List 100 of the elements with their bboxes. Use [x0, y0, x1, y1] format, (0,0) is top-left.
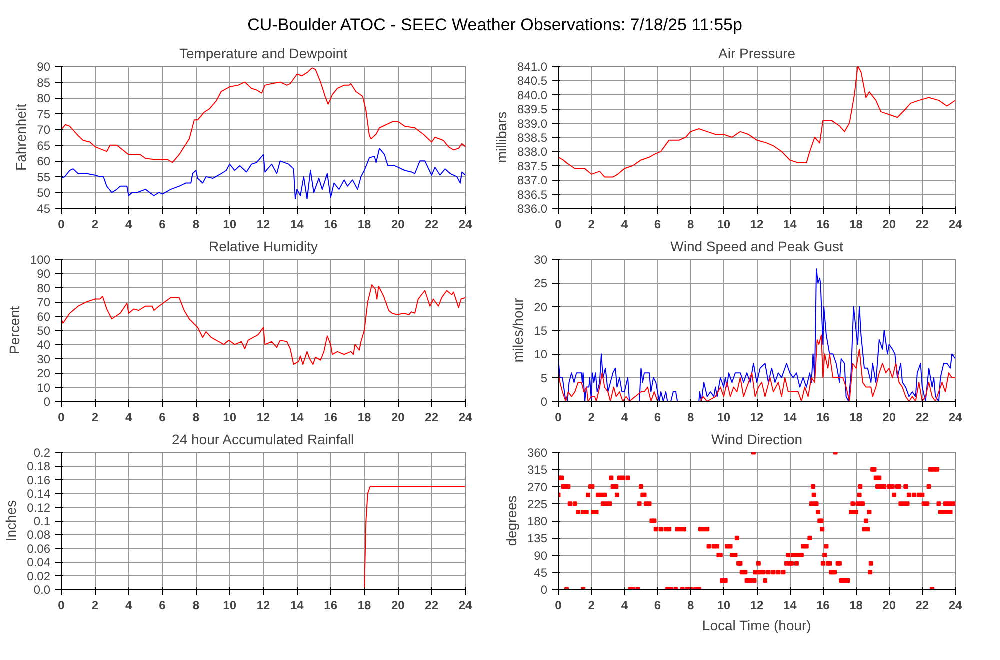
y-axis-title: Inches	[3, 500, 20, 542]
y-tick-label: 90	[37, 60, 51, 74]
x-tick-label: 18	[850, 410, 864, 424]
y-tick-label: 837.5	[517, 159, 548, 174]
x-tick-label: 6	[159, 410, 166, 424]
x-tick-label: 24	[458, 218, 472, 232]
x-tick-label: 2	[92, 218, 99, 232]
x-tick-label: 16	[324, 410, 338, 424]
y-tick-label: 90	[534, 548, 548, 563]
y-tick-label: 30	[534, 253, 548, 267]
x-tick-label: 20	[391, 410, 406, 424]
chart-title: Wind Direction	[711, 432, 803, 448]
x-tick-label: 18	[358, 598, 372, 612]
x-tick-label: 0	[555, 410, 562, 424]
y-tick-label: 0.14	[27, 487, 51, 502]
y-tick-label: 837.0	[517, 174, 548, 188]
y-tick-label: 315	[527, 463, 548, 478]
x-tick-label: 14	[290, 410, 304, 424]
x-tick-label: 10	[223, 218, 237, 232]
x-tick-label: 8	[687, 218, 694, 232]
y-tick-label: 0.02	[27, 569, 51, 584]
x-tick-label: 10	[223, 410, 237, 424]
x-tick-label: 2	[588, 218, 596, 232]
x-tick-label: 10	[223, 598, 237, 612]
y-tick-label: 80	[37, 92, 51, 106]
y-tick-label: 0	[540, 583, 548, 597]
y-tick-label: 90	[37, 267, 51, 282]
x-axis-title: Local Time (hour)	[702, 618, 812, 634]
x-tick-label: 22	[425, 218, 439, 232]
y-tick-label: 80	[37, 281, 51, 296]
chart-title: Temperature and Dewpoint	[179, 46, 348, 62]
x-tick-label: 8	[192, 598, 200, 612]
y-tick-label: 836.5	[517, 188, 548, 202]
y-tick-label: 45	[534, 566, 548, 580]
y-tick-label: 836.0	[517, 202, 548, 216]
x-tick-label: 6	[159, 218, 166, 232]
x-tick-label: 2	[588, 410, 596, 424]
y-tick-label: 360	[527, 446, 548, 460]
y-tick-label: 225	[527, 497, 548, 512]
y-tick-label: 40	[37, 338, 51, 352]
y-tick-label: 65	[37, 138, 51, 153]
x-tick-label: 22	[425, 598, 439, 612]
chart-title: Wind Speed and Peak Gust	[670, 238, 844, 254]
y-tick-label: 45	[37, 202, 51, 216]
y-tick-label: 0.2	[34, 446, 51, 460]
y-axis-title: degrees	[503, 496, 520, 546]
x-tick-label: 22	[916, 410, 930, 424]
y-tick-label: 10	[534, 348, 548, 362]
y-tick-label: 75	[37, 107, 51, 122]
y-tick-label: 20	[534, 300, 548, 314]
x-tick-label: 8	[192, 218, 200, 232]
x-tick-label: 0	[58, 598, 66, 612]
x-tick-label: 20	[882, 218, 896, 232]
x-tick-label: 2	[92, 410, 99, 424]
x-tick-label: 8	[687, 410, 694, 424]
text: CU-Boulder ATOC - SEEC Weather Observations: 7/18/25 11:55p	[248, 16, 742, 35]
y-tick-label: 100	[30, 253, 51, 267]
x-tick-label: 0	[58, 218, 66, 232]
y-tick-label: 70	[37, 296, 51, 310]
y-tick-label: 839.0	[517, 116, 548, 131]
x-tick-label: 22	[916, 218, 930, 232]
chart-title: Relative Humidity	[209, 238, 318, 254]
x-tick-label: 24	[458, 598, 472, 612]
chart-title: 24 hour Accumulated Rainfall	[172, 432, 354, 448]
x-tick-label: 18	[358, 410, 372, 424]
y-axis-title: millibars	[493, 112, 510, 164]
y-tick-label: 0.04	[27, 556, 51, 570]
y-tick-label: 15	[534, 324, 548, 338]
y-axis-title: miles/hour	[510, 298, 526, 363]
x-tick-label: 16	[324, 218, 338, 232]
x-tick-label: 12	[256, 218, 270, 232]
x-tick-label: 12	[256, 598, 270, 612]
x-tick-label: 24	[948, 218, 962, 232]
y-tick-label: 840.5	[517, 74, 548, 88]
y-tick-label: 838.5	[517, 131, 548, 145]
x-tick-label: 18	[850, 218, 864, 232]
x-tick-label: 6	[654, 598, 662, 612]
x-tick-label: 10	[717, 410, 731, 424]
x-tick-label: 4	[125, 410, 132, 424]
x-tick-label: 12	[750, 218, 764, 232]
x-tick-label: 2	[92, 598, 99, 612]
x-tick-label: 2	[588, 598, 596, 612]
y-tick-label: 135	[527, 532, 548, 546]
y-axis-title: Fahrenheit	[13, 104, 30, 171]
chart-title: Air Pressure	[718, 46, 796, 62]
x-tick-label: 4	[125, 218, 132, 232]
x-tick-label: 16	[324, 598, 338, 612]
y-tick-label: 10	[37, 380, 51, 395]
y-tick-label: 55	[37, 170, 51, 184]
x-tick-label: 10	[717, 598, 731, 612]
x-tick-label: 20	[882, 410, 896, 424]
x-tick-label: 14	[290, 218, 304, 232]
y-tick-label: 20	[37, 366, 51, 381]
x-tick-label: 16	[816, 218, 830, 232]
y-tick-label: 0	[44, 395, 51, 409]
x-tick-label: 20	[882, 598, 896, 612]
y-tick-label: 5	[540, 371, 548, 386]
y-tick-label: 60	[37, 310, 51, 324]
y-tick-label: 0.06	[27, 542, 51, 556]
x-tick-label: 8	[192, 410, 200, 424]
